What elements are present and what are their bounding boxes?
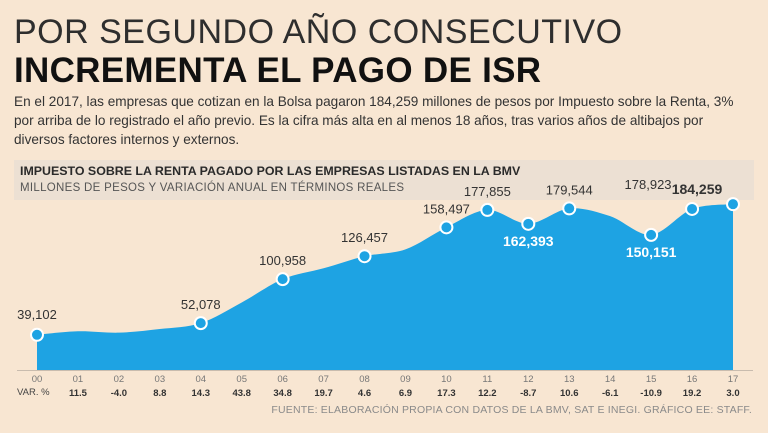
x-tick-label: 02 [114, 374, 125, 385]
var-pct-value: 12.2 [478, 388, 497, 399]
var-pct-value: 8.8 [153, 388, 166, 399]
data-label: 100,958 [259, 253, 306, 268]
data-point [521, 216, 536, 231]
data-point [357, 249, 372, 264]
data-label: 179,544 [546, 182, 593, 197]
var-pct-value: 17.3 [437, 388, 456, 399]
var-pct-value: 34.8 [273, 388, 292, 399]
var-label: VAR. % [17, 387, 50, 398]
var-pct-value: -4.0 [111, 388, 127, 399]
x-tick-label: 01 [73, 374, 84, 385]
var-pct-value: 3.0 [726, 388, 739, 399]
data-point [644, 227, 659, 242]
var-pct-value: 14.3 [192, 388, 211, 399]
data-label: 150,151 [626, 244, 677, 260]
data-point [193, 316, 208, 331]
data-label: 52,078 [181, 297, 221, 312]
x-tick-label: 14 [605, 374, 616, 385]
source-note: FUENTE: ELABORACIÓN PROPIA CON DATOS DE … [271, 404, 752, 416]
x-tick-label: 12 [523, 374, 534, 385]
x-tick-label: 08 [359, 374, 370, 385]
data-point [685, 201, 700, 216]
data-point [30, 327, 44, 342]
area-series [37, 204, 733, 370]
data-point [480, 202, 495, 217]
data-point [562, 201, 577, 216]
x-tick-label: 05 [236, 374, 247, 385]
var-pct-value: 10.6 [560, 388, 579, 399]
data-label: 158,497 [423, 201, 470, 216]
var-pct-value: 11.5 [69, 388, 88, 399]
data-point [275, 272, 290, 287]
chart-header: IMPUESTO SOBRE LA RENTA PAGADO POR LAS E… [14, 160, 754, 200]
data-label: 177,855 [464, 184, 511, 199]
data-label: 162,393 [503, 233, 554, 249]
var-pct-value: -10.9 [640, 388, 662, 399]
x-tick-label: 06 [277, 374, 288, 385]
data-label: 39,102 [17, 307, 57, 322]
intro-paragraph: En el 2017, las empresas que cotizan en … [14, 94, 734, 147]
data-label: 178,923 [625, 177, 672, 192]
var-pct-value: 43.8 [232, 388, 251, 399]
data-label: 126,457 [341, 230, 388, 245]
var-pct-value: 19.2 [683, 388, 702, 399]
headline-line1: POR SEGUNDO AÑO CONSECUTIVO [14, 13, 623, 51]
x-tick-label: 11 [482, 374, 492, 385]
x-tick-label: 00 [32, 374, 43, 385]
data-point [726, 197, 740, 212]
var-pct-value: 6.9 [399, 388, 412, 399]
x-tick-label: 03 [155, 374, 166, 385]
headline-line2: INCREMENTA EL PAGO DE ISR [14, 51, 542, 90]
x-tick-label: 13 [564, 374, 575, 385]
x-tick-label: 10 [441, 374, 452, 385]
data-point [439, 220, 454, 235]
var-pct-value: 19.7 [314, 388, 333, 399]
chart-subtitle: MILLONES DE PESOS Y VARIACIÓN ANUAL EN T… [20, 182, 405, 194]
x-tick-label: 04 [195, 374, 206, 385]
x-tick-label: 16 [687, 374, 698, 385]
var-pct-value: -8.7 [520, 388, 536, 399]
var-pct-value: -6.1 [602, 388, 619, 399]
var-pct-value: 4.6 [358, 388, 371, 399]
x-tick-label: 07 [318, 374, 329, 385]
chart-title: IMPUESTO SOBRE LA RENTA PAGADO POR LAS E… [20, 164, 521, 178]
data-label: 184,259 [672, 181, 723, 197]
x-tick-label: 17 [728, 374, 739, 385]
x-tick-label: 09 [400, 374, 411, 385]
x-tick-label: 15 [646, 374, 657, 385]
